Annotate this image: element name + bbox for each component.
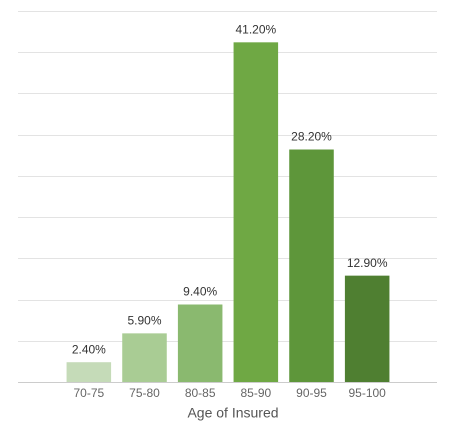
bar	[344, 275, 390, 382]
bar	[233, 42, 279, 382]
bar	[122, 333, 167, 382]
bar	[289, 149, 334, 382]
value-label: 28.20%	[291, 130, 332, 144]
x-tick-label: 85-90	[240, 386, 271, 400]
x-tick-label: 70-75	[73, 386, 104, 400]
bar	[177, 304, 223, 382]
x-tick-label: 95-100	[348, 386, 386, 400]
value-label: 5.90%	[127, 314, 161, 328]
x-axis-title: Age of Insured	[187, 405, 278, 421]
x-tick-label: 90-95	[296, 386, 327, 400]
x-tick-label: 75-80	[129, 386, 160, 400]
bar	[66, 362, 112, 382]
value-label: 9.40%	[183, 285, 217, 299]
value-label: 41.20%	[235, 23, 276, 37]
value-label: 2.40%	[72, 342, 106, 356]
x-tick-label: 80-85	[185, 386, 216, 400]
value-label: 12.90%	[347, 256, 388, 270]
